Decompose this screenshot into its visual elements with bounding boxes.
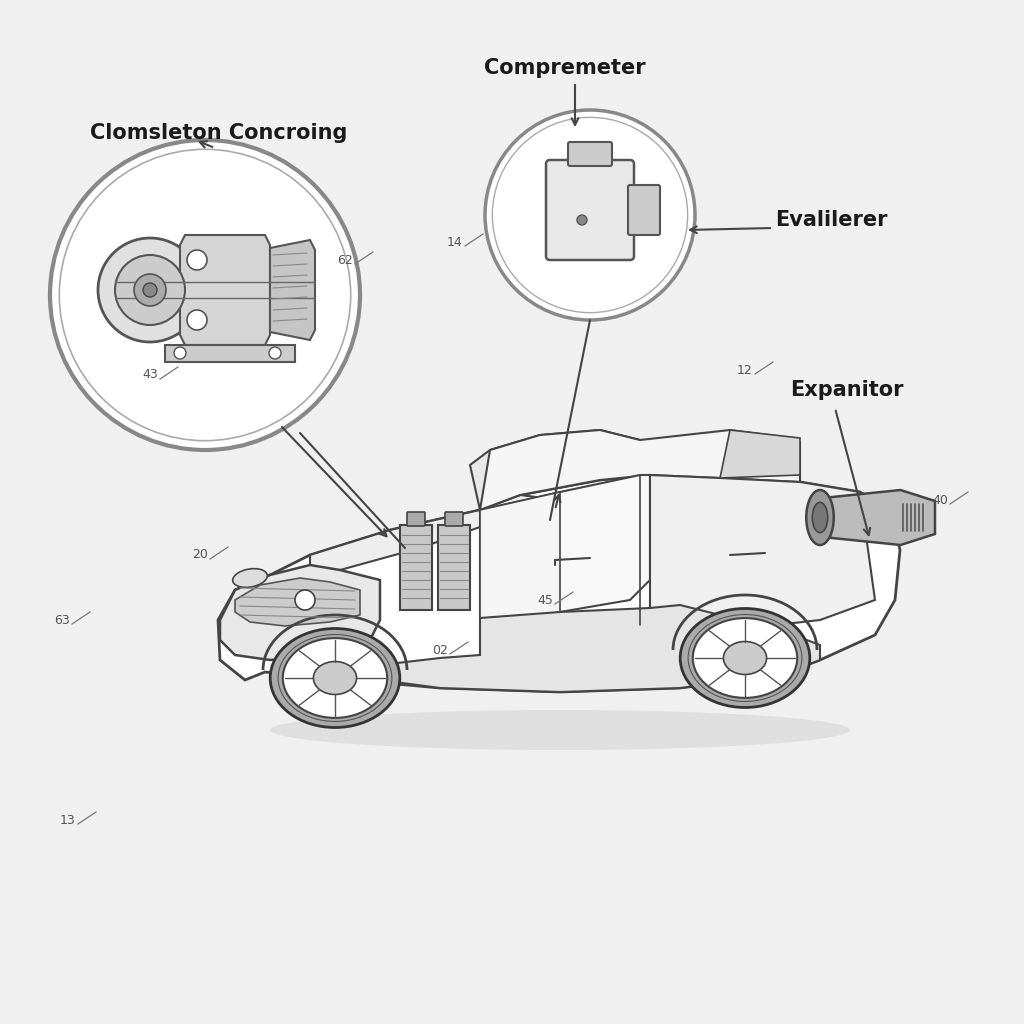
FancyBboxPatch shape bbox=[568, 142, 612, 166]
Polygon shape bbox=[165, 345, 295, 362]
Text: 43: 43 bbox=[142, 369, 158, 382]
Ellipse shape bbox=[680, 608, 810, 708]
Polygon shape bbox=[650, 475, 874, 630]
Polygon shape bbox=[480, 492, 560, 620]
Text: 12: 12 bbox=[737, 364, 753, 377]
Text: 40: 40 bbox=[932, 494, 948, 507]
Circle shape bbox=[295, 590, 315, 610]
Text: 45: 45 bbox=[537, 594, 553, 606]
Circle shape bbox=[187, 310, 207, 330]
Text: Expanitor: Expanitor bbox=[790, 380, 903, 400]
FancyBboxPatch shape bbox=[628, 185, 660, 234]
Text: 02: 02 bbox=[432, 643, 447, 656]
Circle shape bbox=[577, 215, 587, 225]
Polygon shape bbox=[470, 430, 650, 510]
Ellipse shape bbox=[806, 490, 834, 545]
Text: 14: 14 bbox=[447, 236, 463, 249]
Circle shape bbox=[50, 140, 360, 450]
Polygon shape bbox=[480, 430, 800, 510]
Polygon shape bbox=[380, 605, 820, 692]
Circle shape bbox=[143, 283, 157, 297]
Text: Compremeter: Compremeter bbox=[484, 58, 646, 78]
Polygon shape bbox=[720, 430, 800, 478]
Polygon shape bbox=[234, 578, 360, 626]
Ellipse shape bbox=[812, 503, 827, 532]
Circle shape bbox=[187, 250, 207, 270]
Circle shape bbox=[485, 110, 695, 319]
Text: 63: 63 bbox=[54, 613, 70, 627]
Ellipse shape bbox=[270, 629, 399, 727]
Polygon shape bbox=[820, 490, 935, 545]
FancyBboxPatch shape bbox=[407, 512, 425, 526]
Ellipse shape bbox=[270, 710, 850, 750]
Ellipse shape bbox=[723, 641, 767, 675]
FancyBboxPatch shape bbox=[546, 160, 634, 260]
Polygon shape bbox=[310, 495, 560, 575]
Ellipse shape bbox=[232, 568, 267, 588]
Text: Evalilerer: Evalilerer bbox=[775, 210, 888, 230]
Ellipse shape bbox=[693, 618, 798, 698]
Polygon shape bbox=[220, 565, 380, 660]
Text: 20: 20 bbox=[193, 549, 208, 561]
Polygon shape bbox=[218, 475, 900, 692]
Text: 62: 62 bbox=[337, 254, 353, 266]
Text: 13: 13 bbox=[60, 813, 76, 826]
Circle shape bbox=[269, 347, 281, 359]
FancyBboxPatch shape bbox=[445, 512, 463, 526]
Polygon shape bbox=[270, 240, 315, 340]
Text: Clomsleton Concroing: Clomsleton Concroing bbox=[90, 123, 347, 143]
Polygon shape bbox=[438, 525, 470, 610]
Polygon shape bbox=[180, 234, 270, 345]
Circle shape bbox=[115, 255, 185, 325]
Circle shape bbox=[98, 238, 202, 342]
Ellipse shape bbox=[283, 638, 387, 718]
Circle shape bbox=[134, 274, 166, 306]
Ellipse shape bbox=[313, 662, 356, 694]
Polygon shape bbox=[480, 475, 650, 620]
Circle shape bbox=[174, 347, 186, 359]
Polygon shape bbox=[400, 525, 432, 610]
